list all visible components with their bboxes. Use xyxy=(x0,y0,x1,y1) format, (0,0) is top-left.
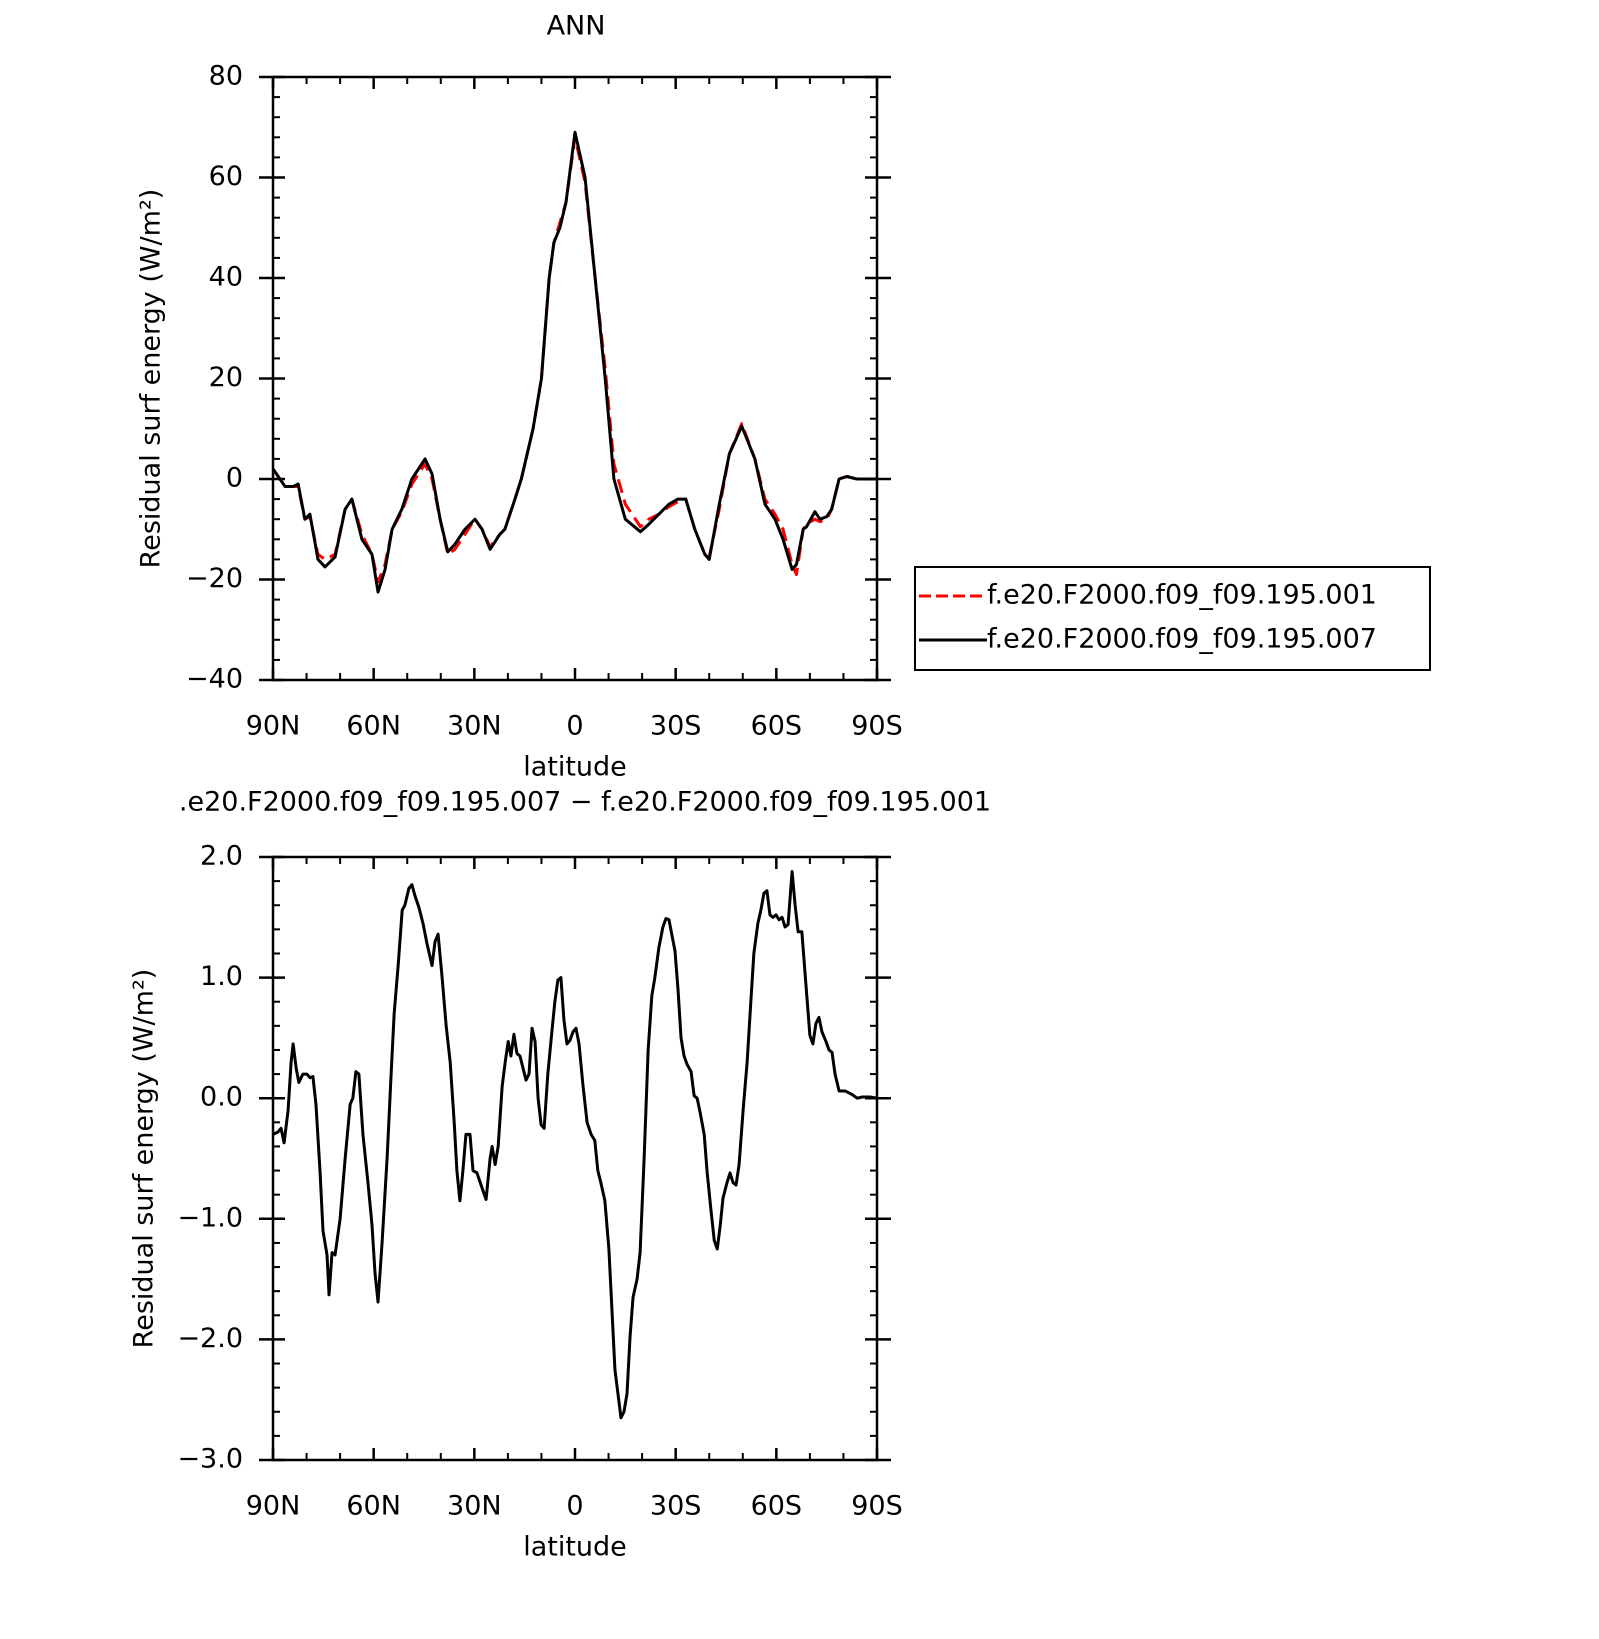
x-axis-label: latitude xyxy=(523,1532,627,1563)
chart-title: ANN xyxy=(547,11,606,42)
y-tick-label: 80 xyxy=(209,61,243,92)
y-tick-label: −2.0 xyxy=(177,1323,243,1354)
y-tick-label: −1.0 xyxy=(177,1202,243,1233)
legend-label: f.e20.F2000.f09_f09.195.001 xyxy=(987,580,1377,611)
y-tick-label: 1.0 xyxy=(200,961,243,992)
x-tick-label: 90S xyxy=(851,711,903,742)
data-line xyxy=(272,869,878,1420)
legend-label: f.e20.F2000.f09_f09.195.007 xyxy=(987,624,1377,655)
y-tick-label: 0.0 xyxy=(200,1082,243,1113)
y-tick-label: −40 xyxy=(186,664,243,695)
y-tick-label: 0 xyxy=(226,463,243,494)
x-tick-label: 60N xyxy=(346,1491,401,1522)
legend-box xyxy=(914,566,1431,671)
x-axis-label: latitude xyxy=(523,752,627,783)
chart-title: .e20.F2000.f09_f09.195.007 − f.e20.F2000… xyxy=(179,787,991,818)
x-tick-label: 90N xyxy=(246,1491,301,1522)
y-tick-label: 20 xyxy=(209,362,243,393)
y-tick-label: 60 xyxy=(209,161,243,192)
x-tick-label: 60N xyxy=(346,711,401,742)
plot-frame xyxy=(271,855,879,1462)
x-tick-label: 0 xyxy=(566,711,583,742)
y-tick-label: 40 xyxy=(209,262,243,293)
x-tick-label: 90S xyxy=(851,1491,903,1522)
y-tick-label: −20 xyxy=(186,563,243,594)
y-tick-label: 2.0 xyxy=(200,841,243,872)
data-line xyxy=(271,135,877,584)
data-line xyxy=(271,130,877,594)
y-axis-label: Residual surf energy (W/m²) xyxy=(136,189,167,569)
x-tick-label: 60S xyxy=(751,711,803,742)
x-tick-label: 30S xyxy=(650,711,702,742)
x-tick-label: 60S xyxy=(751,1491,803,1522)
x-tick-label: 90N xyxy=(246,711,301,742)
x-tick-label: 0 xyxy=(566,1491,583,1522)
x-tick-label: 30N xyxy=(447,711,502,742)
plot-frame xyxy=(271,75,879,682)
y-tick-label: −3.0 xyxy=(177,1444,243,1475)
y-axis-label: Residual surf energy (W/m²) xyxy=(129,969,160,1349)
x-tick-label: 30N xyxy=(447,1491,502,1522)
x-tick-label: 30S xyxy=(650,1491,702,1522)
